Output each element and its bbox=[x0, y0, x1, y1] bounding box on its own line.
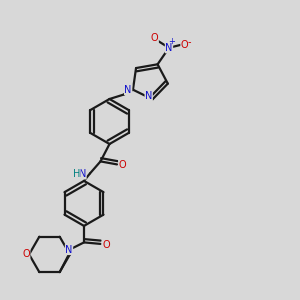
Text: O: O bbox=[102, 239, 110, 250]
Text: -: - bbox=[188, 38, 191, 47]
Text: O: O bbox=[118, 160, 126, 170]
Text: O: O bbox=[181, 40, 188, 50]
Text: N: N bbox=[65, 244, 73, 255]
Text: H: H bbox=[73, 169, 80, 179]
Text: N: N bbox=[79, 169, 86, 179]
Text: N: N bbox=[145, 91, 152, 101]
Text: N: N bbox=[124, 85, 132, 95]
Text: O: O bbox=[151, 33, 158, 43]
Text: O: O bbox=[22, 249, 30, 260]
Text: +: + bbox=[169, 37, 176, 46]
Text: N: N bbox=[165, 43, 173, 53]
